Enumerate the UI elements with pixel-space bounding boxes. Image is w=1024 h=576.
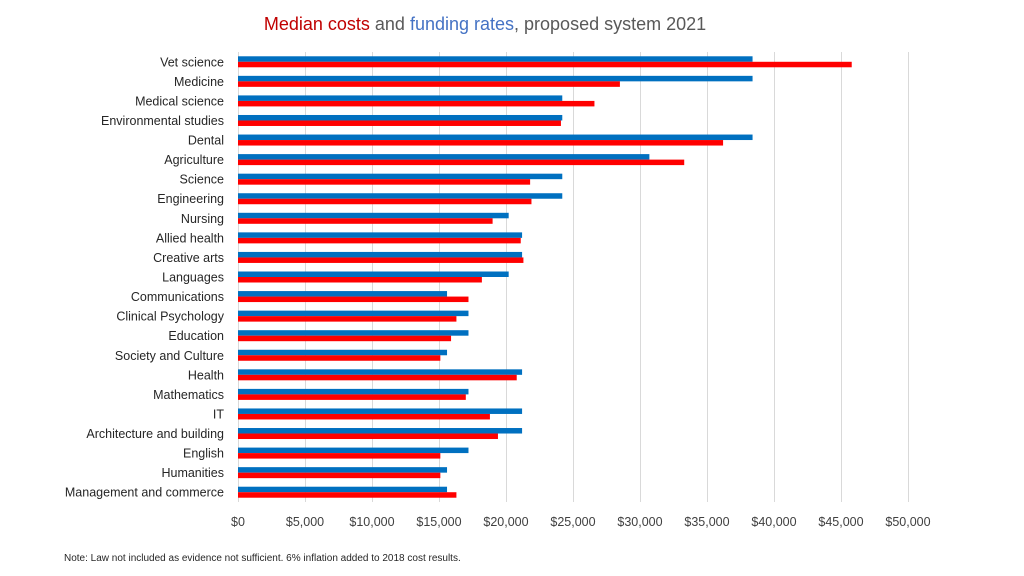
category-label: IT: [213, 407, 224, 421]
median-cost-bar: [238, 316, 457, 322]
category-label: Mathematics: [153, 388, 224, 402]
category-label: Medicine: [174, 75, 224, 89]
median-cost-bar: [238, 296, 469, 303]
category-label: Vet science: [160, 55, 224, 69]
category-label: Clinical Psychology: [116, 310, 224, 324]
category-label: Communications: [131, 290, 224, 304]
category-label: Science: [180, 173, 225, 187]
funding-rate-bar: [238, 428, 523, 434]
x-tick-label: $0: [231, 515, 245, 529]
funding-rate-bar: [238, 349, 448, 356]
funding-rate-bar: [238, 408, 523, 414]
funding-rate-bar: [238, 310, 469, 317]
title-funding-rates: funding rates: [409, 14, 515, 34]
category-label: Languages: [162, 271, 224, 285]
median-cost-bar: [238, 335, 452, 342]
funding-rate-bar: [238, 56, 753, 62]
category-label: Medical science: [135, 94, 224, 108]
x-tick-label: $50,000: [885, 515, 930, 529]
median-cost-bar: [238, 394, 466, 400]
category-label: Agriculture: [164, 153, 224, 167]
median-cost-bar: [238, 120, 561, 126]
chart-title: Median costs and funding rates, proposed…: [0, 14, 970, 35]
x-tick-label: $35,000: [684, 515, 729, 529]
category-label: Health: [188, 368, 224, 382]
median-cost-bar: [238, 237, 521, 244]
median-cost-bar: [238, 277, 482, 283]
funding-rate-bar: [238, 291, 448, 297]
funding-rate-bar: [238, 388, 469, 395]
x-tick-label: $5,000: [286, 515, 324, 529]
category-label: Education: [168, 329, 224, 343]
funding-rate-bar: [238, 154, 650, 160]
funding-rate-bar: [238, 467, 448, 473]
funding-rate-bar: [238, 369, 523, 375]
median-cost-bar: [238, 374, 517, 381]
x-tick-label: $45,000: [818, 515, 863, 529]
x-tick-label: $15,000: [416, 515, 461, 529]
funding-rate-bar: [238, 486, 448, 493]
category-label: Management and commerce: [65, 486, 224, 500]
x-tick-label: $25,000: [550, 515, 595, 529]
funding-rate-bar: [238, 212, 509, 219]
funding-rate-bar: [238, 271, 509, 277]
median-cost-bar: [238, 355, 441, 361]
x-tick-labels: $0 $5,000 $10,000 $15,000 $20,000 $25,000 $30,…: [231, 515, 931, 529]
category-label: English: [183, 447, 224, 461]
funding-rate-bar: [238, 75, 753, 82]
median-cost-bar: [238, 159, 685, 166]
median-cost-bar: [238, 453, 441, 459]
median-cost-bar: [238, 492, 457, 498]
funding-rate-bar: [238, 173, 563, 180]
median-cost-bar: [238, 140, 724, 146]
x-tick-label: $10,000: [349, 515, 394, 529]
category-label: Dental: [188, 134, 224, 148]
median-cost-bar: [238, 100, 595, 107]
median-cost-bar: [238, 218, 493, 224]
category-label: Allied health: [156, 231, 224, 245]
funding-rate-bar: [238, 251, 523, 258]
median-cost-bar: [238, 257, 524, 263]
median-cost-bar: [238, 198, 532, 205]
x-tick-label: $40,000: [751, 515, 796, 529]
category-label: Society and Culture: [115, 349, 224, 363]
median-cost-bar: [238, 472, 441, 479]
median-cost-bar: [238, 413, 490, 420]
x-tick-label: $20,000: [483, 515, 528, 529]
category-label: Creative arts: [153, 251, 224, 265]
funding-rate-bar: [238, 134, 753, 141]
category-label: Nursing: [181, 212, 224, 226]
footnote: Note: Law not included as evidence not s…: [64, 553, 461, 564]
bars: [238, 56, 852, 498]
funding-rate-bar: [238, 193, 563, 199]
funding-rate-bar: [238, 232, 523, 238]
funding-rate-bar: [238, 330, 469, 336]
x-tick-label: $30,000: [617, 515, 662, 529]
median-cost-bar: [238, 81, 620, 87]
median-cost-bar: [238, 433, 498, 440]
median-cost-bar: [238, 179, 531, 185]
title-rest: , proposed system 2021: [514, 14, 707, 34]
funding-rate-bar: [238, 95, 563, 101]
funding-rate-bar: [238, 114, 563, 121]
median-cost-bar: [238, 61, 852, 68]
category-labels: Vet science Medicine Medical science Enviro…: [65, 55, 225, 499]
funding-rate-bar: [238, 447, 469, 454]
category-label: Environmental studies: [101, 114, 224, 128]
title-and: and: [369, 14, 410, 34]
title-median-costs: Median costs: [263, 14, 370, 34]
category-label: Humanities: [161, 466, 224, 480]
category-label: Engineering: [157, 192, 224, 206]
category-label: Architecture and building: [86, 427, 224, 441]
